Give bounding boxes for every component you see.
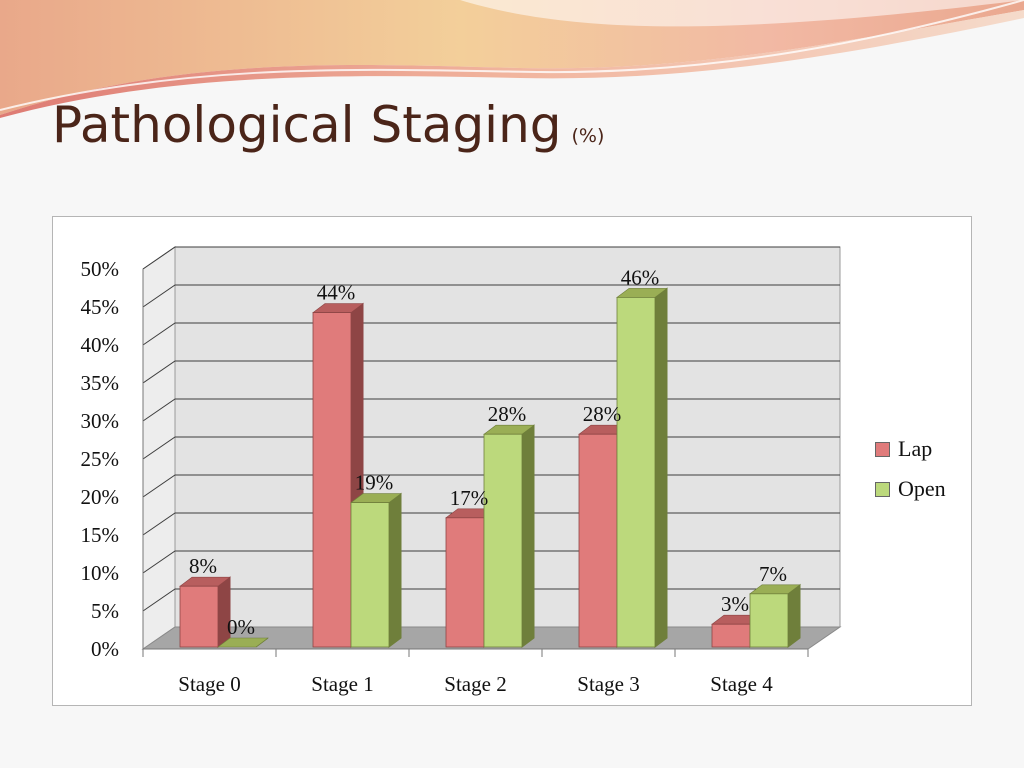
bar-lap-front xyxy=(711,623,751,648)
data-label-lap: 17% xyxy=(450,486,489,510)
gridline xyxy=(142,284,840,308)
bar-open-front xyxy=(616,297,656,648)
title-suffix: (%) xyxy=(571,125,605,147)
legend-swatch-lap xyxy=(875,441,890,457)
y-tick-label: 45% xyxy=(81,295,120,319)
bar-open-side xyxy=(654,287,668,648)
bar-open-side xyxy=(388,492,402,648)
data-label-lap: 8% xyxy=(189,554,217,578)
bar-open-1 xyxy=(350,492,402,648)
bar-lap-0 xyxy=(179,576,231,648)
bar-chart: 8% 0% 44% 19% 17% 28% 28% 46% 3% 7% 0% 5% 10% 15% 20%… xyxy=(81,246,842,696)
bar-open-side xyxy=(521,424,535,648)
data-label-lap: 28% xyxy=(583,402,622,426)
y-tick-label: 20% xyxy=(81,485,120,509)
bar-open-front xyxy=(350,502,390,648)
x-category-label: Stage 1 xyxy=(311,672,373,696)
bar-open-3 xyxy=(616,287,668,648)
y-tick-label: 15% xyxy=(81,523,120,547)
page-title: Pathological Staging (%) xyxy=(52,96,604,154)
decorative-banner xyxy=(0,0,1024,118)
data-label-open: 19% xyxy=(355,471,394,495)
bar-open-top xyxy=(217,637,269,648)
bar-open-2 xyxy=(483,424,535,648)
chart-legend: Lap Open xyxy=(875,429,975,509)
bar-open-4 xyxy=(749,583,801,648)
bar-lap-front xyxy=(445,517,485,648)
x-category-label: Stage 0 xyxy=(178,672,240,696)
data-label-open: 28% xyxy=(488,402,527,426)
data-label-open: 7% xyxy=(759,562,787,586)
bar-lap-front xyxy=(179,585,219,648)
y-tick-label: 0% xyxy=(91,637,119,661)
bar-open-front xyxy=(483,433,523,648)
legend-label-lap: Lap xyxy=(898,436,933,461)
data-label-lap: 44% xyxy=(317,281,356,305)
gridline xyxy=(142,246,840,270)
y-tick-label: 30% xyxy=(81,409,120,433)
legend-swatch-open xyxy=(875,481,890,497)
bar-lap-front xyxy=(312,312,352,648)
data-label-open: 0% xyxy=(227,615,255,639)
legend-item-lap: Lap xyxy=(875,429,975,469)
y-tick-label: 10% xyxy=(81,561,120,585)
chart-frame: 8% 0% 44% 19% 17% 28% 28% 46% 3% 7% 0% 5% 10% 15% 20%… xyxy=(52,216,972,706)
data-label-open: 46% xyxy=(621,265,660,289)
bar-lap-front xyxy=(578,433,618,648)
y-tick-label: 40% xyxy=(81,333,120,357)
bar-lap-1 xyxy=(312,302,364,648)
x-category-label: Stage 2 xyxy=(444,672,506,696)
bar-open-front xyxy=(749,593,789,648)
y-tick-label: 35% xyxy=(81,371,120,395)
x-category-label: Stage 4 xyxy=(710,672,773,696)
y-tick-label: 50% xyxy=(81,257,120,281)
y-tick-label: 25% xyxy=(81,447,120,471)
bar-open-side xyxy=(787,583,801,648)
y-tick-label: 5% xyxy=(91,599,119,623)
legend-label-open: Open xyxy=(898,476,946,501)
legend-item-open: Open xyxy=(875,469,975,509)
bar-open-0 xyxy=(217,637,269,648)
data-label-lap: 3% xyxy=(721,592,749,616)
x-category-label: Stage 3 xyxy=(577,672,639,696)
title-text: Pathological Staging xyxy=(52,96,562,154)
